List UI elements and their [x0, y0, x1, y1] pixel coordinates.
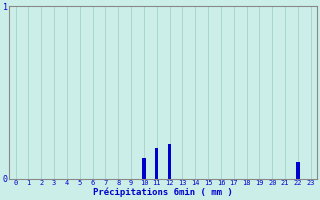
Bar [155, 148, 158, 179]
Bar [142, 158, 146, 179]
X-axis label: Précipitations 6min ( mm ): Précipitations 6min ( mm ) [93, 188, 233, 197]
Bar [296, 162, 300, 179]
Bar [168, 144, 171, 179]
